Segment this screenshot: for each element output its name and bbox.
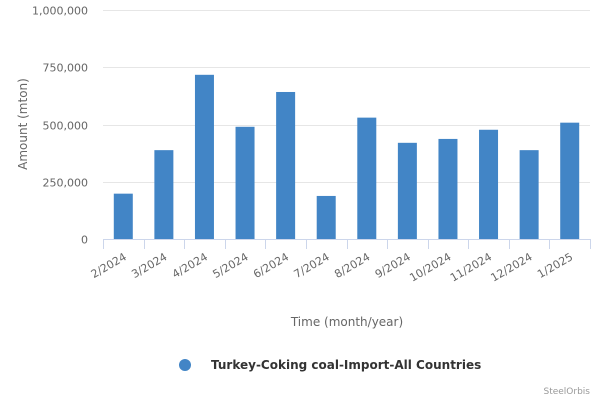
y-tick-label: 250,000 [43, 177, 89, 190]
y-tick-label: 500,000 [43, 120, 89, 133]
bar[interactable] [357, 117, 377, 239]
y-axis-title: Amount (mton) [16, 78, 30, 170]
bar[interactable] [479, 129, 499, 239]
bar[interactable] [519, 150, 539, 239]
y-tick-label: 1,000,000 [32, 5, 88, 18]
x-tick-label: 10/2024 [407, 250, 453, 284]
x-tick-label: 11/2024 [448, 250, 494, 284]
x-axis [103, 239, 591, 249]
x-tick-label: 7/2024 [292, 250, 332, 281]
credit-text: SteelOrbis [543, 387, 590, 397]
bar[interactable] [235, 126, 255, 239]
bar[interactable] [316, 195, 336, 239]
bar[interactable] [194, 74, 214, 239]
y-tick-label: 0 [81, 234, 88, 247]
y-axis-tick-labels: 0 250,000 500,000 750,000 1,000,000 [32, 5, 88, 247]
x-tick-label: 5/2024 [211, 250, 251, 281]
legend-marker [179, 359, 191, 371]
x-tick-label: 4/2024 [170, 250, 210, 281]
bar[interactable] [397, 142, 417, 239]
x-tick-label: 2/2024 [89, 250, 129, 281]
bar-series [113, 74, 580, 240]
bar[interactable] [276, 91, 296, 240]
bar[interactable] [560, 122, 580, 239]
x-tick-label: 3/2024 [129, 250, 169, 281]
legend-label: Turkey-Coking coal-Import-All Countries [211, 358, 481, 372]
y-tick-label: 750,000 [43, 62, 89, 75]
x-axis-tick-labels: 2/2024 3/2024 4/2024 5/2024 6/2024 7/2024 8/20… [89, 250, 575, 284]
x-tick-label: 6/2024 [251, 250, 291, 281]
legend[interactable]: Turkey-Coking coal-Import-All Countries [179, 358, 481, 372]
x-tick-label: 9/2024 [373, 250, 413, 281]
x-tick-label: 12/2024 [489, 250, 535, 284]
x-tick-label: 1/2025 [535, 250, 575, 281]
x-axis-title: Time (month/year) [290, 315, 403, 329]
bar[interactable] [113, 193, 133, 239]
bar[interactable] [154, 150, 174, 239]
grid-lines [103, 10, 590, 183]
x-tick-label: 8/2024 [332, 250, 372, 281]
bar[interactable] [438, 138, 458, 239]
